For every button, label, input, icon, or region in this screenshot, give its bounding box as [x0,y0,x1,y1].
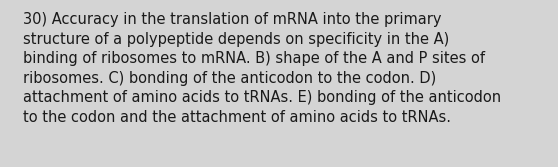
Text: 30) Accuracy in the translation of mRNA into the primary
structure of a polypept: 30) Accuracy in the translation of mRNA … [23,12,501,125]
